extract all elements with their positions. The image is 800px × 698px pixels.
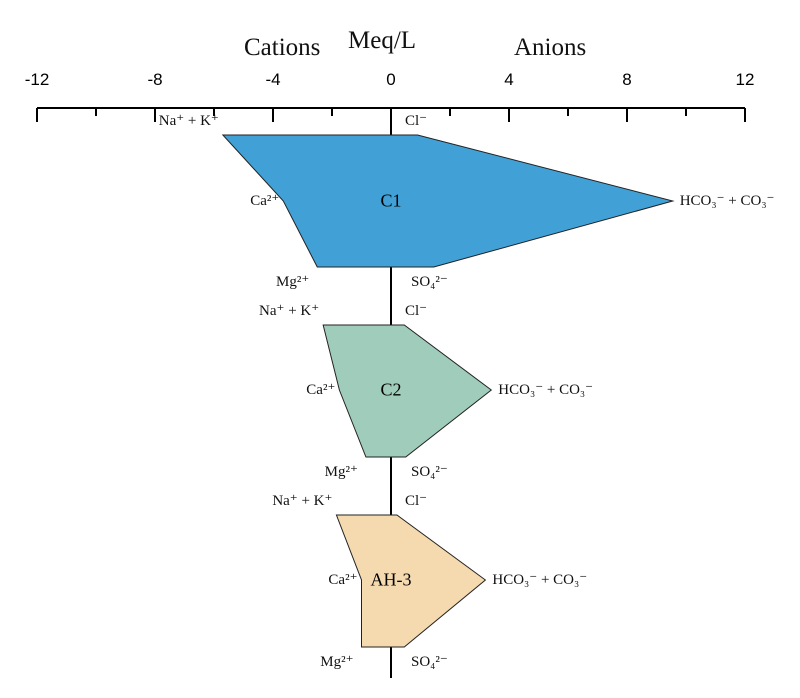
ion-label: Ca²⁺ xyxy=(306,382,336,398)
ion-label: SO₄²⁻ xyxy=(411,654,448,670)
ion-label: Cl⁻ xyxy=(405,113,428,129)
ion-label: HCO₃⁻ + CO₃⁻ xyxy=(679,193,775,209)
x-tick-label: -4 xyxy=(265,70,281,89)
ion-label: Na⁺ + K⁺ xyxy=(272,493,333,509)
ion-label: Mg²⁺ xyxy=(324,464,358,480)
x-tick-label: 12 xyxy=(735,70,755,89)
ion-label: Ca²⁺ xyxy=(328,572,358,588)
ion-label: Ca²⁺ xyxy=(250,193,280,209)
sample-label: AH-3 xyxy=(370,569,412,590)
sample-label: C2 xyxy=(380,379,402,400)
anions-title: Anions xyxy=(514,34,587,61)
x-tick-label: 4 xyxy=(504,70,514,89)
sample-polygon-AH-3 xyxy=(335,514,487,648)
ion-label: SO₄²⁻ xyxy=(411,274,448,290)
sample-label: C1 xyxy=(380,190,402,211)
ion-label: Cl⁻ xyxy=(405,493,428,509)
x-tick-label: 8 xyxy=(622,70,632,89)
x-tick-label: -8 xyxy=(147,70,163,89)
ion-label: HCO₃⁻ + CO₃⁻ xyxy=(492,572,588,588)
ion-label: SO₄²⁻ xyxy=(411,464,448,480)
ion-label: Mg²⁺ xyxy=(320,654,354,670)
ion-label: Cl⁻ xyxy=(405,303,428,319)
x-tick-label: -12 xyxy=(24,70,50,89)
sample-polygon-C1 xyxy=(221,134,675,268)
ion-label: HCO₃⁻ + CO₃⁻ xyxy=(498,382,594,398)
cations-title: Cations xyxy=(244,34,321,61)
ion-label: Na⁺ + K⁺ xyxy=(158,113,219,129)
ion-label: Na⁺ + K⁺ xyxy=(259,303,320,319)
sample-polygon-C2 xyxy=(322,324,493,458)
ion-label: Mg²⁺ xyxy=(275,274,310,290)
units-title: Meq/L xyxy=(348,27,417,54)
x-tick-label: 0 xyxy=(386,70,396,89)
